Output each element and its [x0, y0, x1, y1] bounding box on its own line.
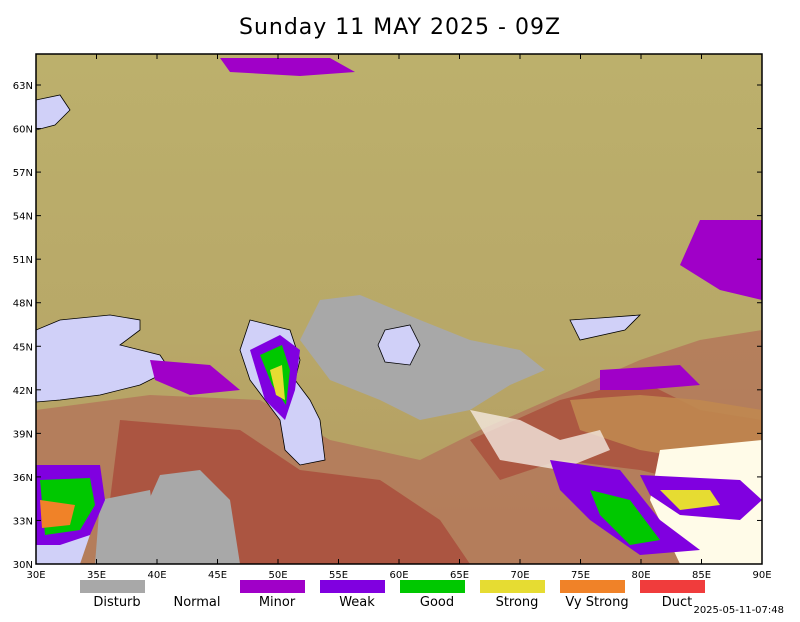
legend-swatch	[400, 580, 465, 593]
strong-duct	[270, 365, 285, 400]
lat-label: 54N	[13, 212, 33, 223]
legend-swatch	[320, 580, 385, 593]
legend-label: Vy Strong	[565, 595, 628, 610]
disturb-region	[95, 490, 160, 564]
lon-label: 55E	[329, 570, 348, 581]
lat-label: 57N	[13, 168, 33, 179]
legend-label: Good	[420, 595, 454, 610]
legend-label: Strong	[496, 595, 539, 610]
minor-duct	[220, 58, 355, 76]
black-sea	[36, 314, 171, 403]
timestamp: 2025-05-11-07:48	[693, 605, 784, 616]
map-title: Sunday 11 MAY 2025 - 09Z	[239, 15, 561, 40]
minor-duct	[680, 220, 762, 300]
good-duct	[590, 490, 660, 545]
legend-label: Weak	[339, 595, 375, 610]
vy-strong-duct	[40, 500, 75, 528]
lon-label: 75E	[571, 570, 590, 581]
aral-sea	[377, 324, 421, 366]
lon-label: 70E	[510, 570, 529, 581]
lon-label: 50E	[268, 570, 287, 581]
balkhash-lake	[569, 314, 642, 341]
legend-swatch	[640, 580, 705, 593]
legend-swatch	[240, 580, 305, 593]
lon-label: 35E	[87, 570, 106, 581]
map-area	[36, 54, 762, 564]
lat-label: 39N	[13, 429, 33, 440]
lon-label: 80E	[631, 570, 650, 581]
lon-label: 85E	[692, 570, 711, 581]
lat-label: 42N	[13, 386, 33, 397]
legend-label: Minor	[259, 595, 296, 610]
legend-label: Duct	[662, 595, 693, 610]
lon-label: 30E	[26, 570, 45, 581]
legend-swatch	[480, 580, 545, 593]
legend-swatch	[560, 580, 625, 593]
lon-axis: 30E 35E 40E 45E 50E 55E 60E 65E 70E 75E 80E 85E 90E	[26, 54, 772, 581]
legend-swatch	[160, 580, 225, 593]
lon-label: 40E	[147, 570, 166, 581]
legend-label: Disturb	[93, 595, 140, 610]
lon-label: 45E	[208, 570, 227, 581]
lat-axis: 30N 33N 36N 39N 42N 45N 48N 51N 54N 57N 60N 63N	[13, 81, 762, 571]
lat-label: 48N	[13, 299, 33, 310]
legend-swatch	[80, 580, 145, 593]
lat-label: 51N	[13, 255, 33, 266]
lat-label: 30N	[13, 560, 33, 571]
lon-label: 90E	[752, 570, 771, 581]
strong-duct	[660, 490, 720, 510]
lat-label: 36N	[13, 473, 33, 484]
lake	[36, 94, 71, 131]
snow	[470, 410, 610, 470]
legend-label: Normal	[173, 595, 220, 610]
minor-duct	[600, 365, 700, 390]
lon-label: 65E	[450, 570, 469, 581]
disturb-region	[300, 295, 545, 420]
lat-label: 63N	[13, 81, 33, 92]
legend: Disturb Normal Minor Weak Good Strong Vy Stron…	[80, 580, 705, 610]
lat-label: 33N	[13, 516, 33, 527]
lat-label: 60N	[13, 125, 33, 136]
lat-label: 45N	[13, 342, 33, 353]
lon-label: 60E	[389, 570, 408, 581]
minor-duct	[150, 360, 240, 395]
disturb-region	[140, 470, 240, 564]
